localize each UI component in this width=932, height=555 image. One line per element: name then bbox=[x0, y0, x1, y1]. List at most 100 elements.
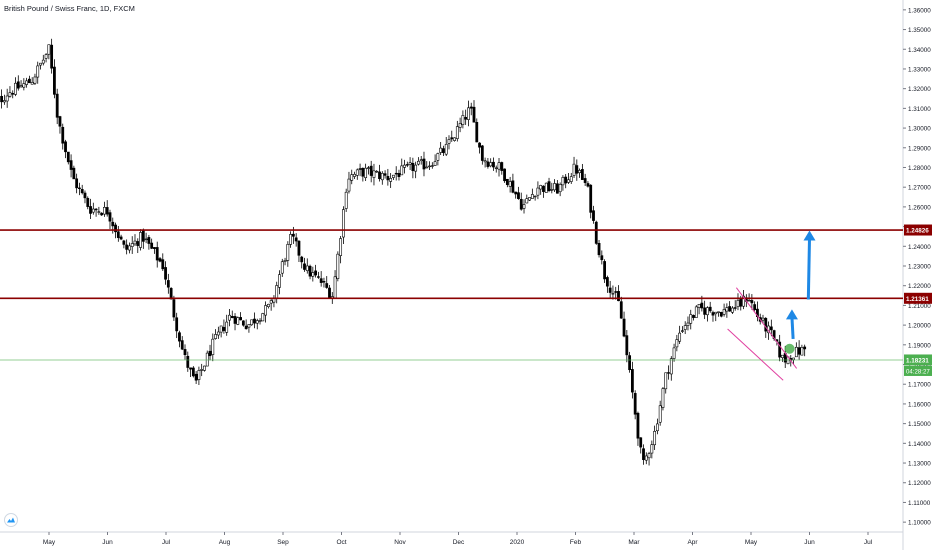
candle-body bbox=[505, 178, 509, 185]
y-tick-label: 1.19000 bbox=[908, 342, 931, 349]
candle-body bbox=[728, 306, 732, 312]
candle-body bbox=[50, 44, 54, 69]
countdown-label: 04:28:27 bbox=[906, 368, 930, 375]
candle-body bbox=[100, 212, 104, 216]
candle-body bbox=[44, 54, 48, 59]
x-tick-label: Aug bbox=[219, 539, 231, 546]
candle-body bbox=[372, 170, 376, 178]
tradingview-logo-icon[interactable] bbox=[4, 513, 18, 527]
candle-body bbox=[411, 162, 415, 172]
candle-body bbox=[706, 307, 709, 316]
x-tick-label: Jul bbox=[162, 539, 171, 546]
candle-body bbox=[336, 253, 340, 279]
candle-body bbox=[683, 325, 687, 330]
x-tick-label: Oct bbox=[336, 539, 346, 546]
candle-body bbox=[478, 142, 481, 148]
candle-body bbox=[572, 163, 576, 176]
candle-body bbox=[353, 173, 356, 177]
candle-body bbox=[653, 431, 657, 446]
candle-body bbox=[589, 184, 593, 213]
candle-body bbox=[753, 304, 757, 311]
y-tick-label: 1.22000 bbox=[908, 283, 931, 290]
y-tick-label: 1.24000 bbox=[908, 244, 931, 251]
candle-body bbox=[722, 309, 726, 315]
y-tick-label: 1.14000 bbox=[908, 441, 931, 448]
candle-body bbox=[447, 139, 451, 144]
candle-body bbox=[14, 82, 17, 95]
x-tick-label: Nov bbox=[394, 539, 406, 546]
candle-body bbox=[642, 448, 645, 460]
candle-body bbox=[225, 321, 229, 333]
candle-body bbox=[258, 320, 262, 322]
candle-body bbox=[630, 369, 634, 393]
candle-body bbox=[39, 62, 42, 66]
candle-body bbox=[569, 176, 573, 182]
candle-body bbox=[480, 145, 484, 161]
candle-body bbox=[200, 369, 204, 371]
candle-body bbox=[647, 453, 651, 459]
y-tick-label: 1.11000 bbox=[908, 500, 931, 507]
candle-body bbox=[16, 81, 20, 89]
target-arrow-shaft bbox=[790, 317, 795, 339]
candle-body bbox=[344, 191, 348, 209]
candle-body bbox=[450, 137, 454, 140]
y-tick-label: 1.21000 bbox=[908, 303, 931, 310]
candle-body bbox=[542, 185, 545, 192]
candle-body bbox=[608, 287, 612, 293]
candle-body bbox=[605, 277, 609, 287]
candle-body bbox=[764, 318, 768, 332]
candle-body bbox=[547, 181, 551, 191]
x-tick-label: Jun bbox=[102, 539, 113, 546]
candle-body bbox=[8, 92, 12, 97]
candle-body bbox=[236, 317, 240, 325]
y-tick-label: 1.23000 bbox=[908, 264, 931, 271]
candle-body bbox=[66, 151, 70, 163]
candle-body bbox=[444, 143, 448, 155]
candle-body bbox=[472, 106, 476, 123]
candle-body bbox=[91, 208, 95, 213]
candle-body bbox=[83, 192, 87, 199]
candle-body bbox=[286, 244, 290, 261]
candle-body bbox=[500, 162, 504, 171]
candle-body bbox=[703, 307, 707, 315]
y-tick-label: 1.30000 bbox=[908, 126, 931, 133]
candle-body bbox=[655, 423, 659, 432]
candle-body bbox=[86, 198, 90, 207]
candle-body bbox=[467, 107, 470, 120]
candle-body bbox=[72, 167, 76, 180]
candle-body bbox=[530, 194, 534, 199]
candle-body bbox=[61, 126, 65, 144]
candle-body bbox=[230, 316, 234, 319]
candle-body bbox=[781, 354, 784, 358]
candle-body bbox=[644, 455, 648, 461]
x-tick-label: Mar bbox=[628, 539, 640, 546]
candle-body bbox=[686, 322, 690, 326]
candle-body bbox=[639, 437, 643, 448]
candle-body bbox=[778, 341, 782, 358]
candle-body bbox=[611, 293, 615, 295]
candle-body bbox=[400, 165, 404, 176]
current-price-tag bbox=[904, 354, 932, 366]
candle-body bbox=[564, 176, 568, 184]
target-arrow-shaft bbox=[806, 238, 811, 300]
candle-body bbox=[492, 161, 495, 168]
candle-body bbox=[597, 242, 601, 256]
candle-body bbox=[603, 261, 607, 280]
candle-body bbox=[544, 182, 548, 193]
candle-body bbox=[41, 59, 45, 64]
candle-body bbox=[739, 299, 743, 307]
candle-body bbox=[342, 209, 345, 238]
candle-body bbox=[228, 314, 231, 321]
y-tick-label: 1.31000 bbox=[908, 106, 931, 113]
candle-body bbox=[528, 197, 531, 201]
candle-body bbox=[144, 238, 148, 241]
candle-body bbox=[2, 100, 6, 103]
candle-body bbox=[469, 106, 473, 109]
candle-body bbox=[636, 412, 640, 439]
x-tick-label: Dec bbox=[453, 539, 465, 546]
candle-body bbox=[141, 230, 145, 242]
candle-body bbox=[55, 93, 59, 118]
y-tick-label: 1.36000 bbox=[908, 7, 931, 14]
candle-body bbox=[339, 238, 343, 256]
